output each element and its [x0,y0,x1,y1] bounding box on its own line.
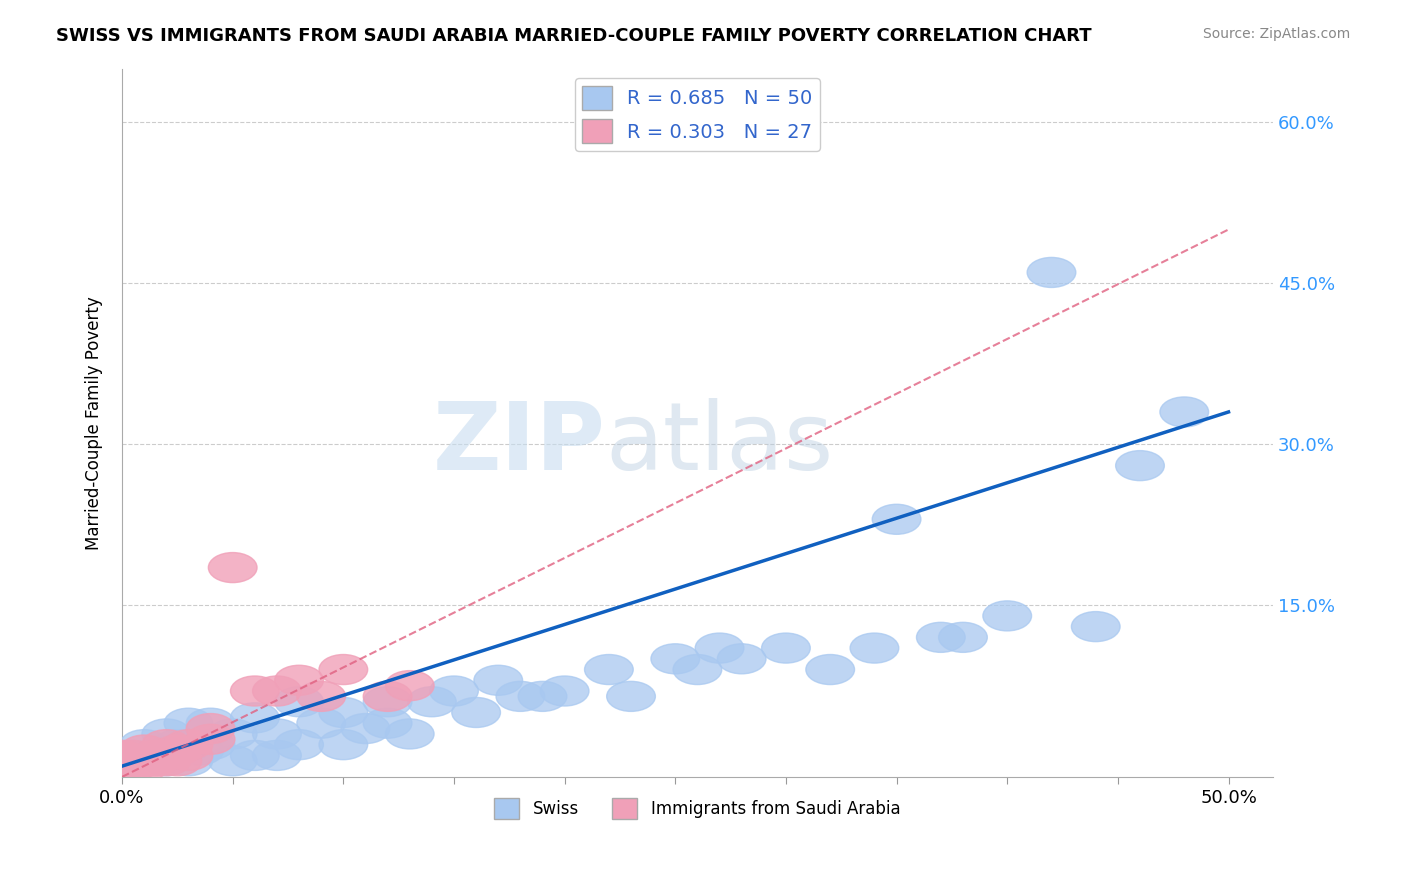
Ellipse shape [153,730,201,760]
Ellipse shape [983,601,1032,631]
Ellipse shape [385,671,434,700]
Ellipse shape [142,746,191,776]
Ellipse shape [231,703,280,733]
Text: Source: ZipAtlas.com: Source: ZipAtlas.com [1202,27,1350,41]
Ellipse shape [120,751,169,781]
Ellipse shape [231,676,280,706]
Ellipse shape [142,730,191,760]
Ellipse shape [1115,450,1164,481]
Ellipse shape [297,708,346,739]
Ellipse shape [165,740,212,771]
Ellipse shape [695,633,744,663]
Ellipse shape [186,708,235,739]
Y-axis label: Married-Couple Family Poverty: Married-Couple Family Poverty [86,296,103,549]
Ellipse shape [540,676,589,706]
Ellipse shape [1160,397,1209,427]
Ellipse shape [108,740,157,771]
Ellipse shape [319,655,368,684]
Legend: Swiss, Immigrants from Saudi Arabia: Swiss, Immigrants from Saudi Arabia [488,791,907,825]
Ellipse shape [165,730,212,760]
Ellipse shape [153,746,201,776]
Ellipse shape [142,719,191,749]
Ellipse shape [451,698,501,728]
Ellipse shape [208,719,257,749]
Ellipse shape [176,735,224,765]
Ellipse shape [585,655,633,684]
Ellipse shape [97,740,146,771]
Ellipse shape [342,714,389,744]
Ellipse shape [363,687,412,717]
Ellipse shape [253,740,301,771]
Ellipse shape [519,681,567,712]
Ellipse shape [274,730,323,760]
Ellipse shape [851,633,898,663]
Ellipse shape [208,552,257,582]
Ellipse shape [186,730,235,760]
Ellipse shape [319,698,368,728]
Ellipse shape [1071,612,1121,641]
Ellipse shape [186,724,235,755]
Ellipse shape [872,504,921,534]
Ellipse shape [673,655,721,684]
Ellipse shape [408,687,456,717]
Ellipse shape [274,687,323,717]
Ellipse shape [153,735,201,765]
Text: SWISS VS IMMIGRANTS FROM SAUDI ARABIA MARRIED-COUPLE FAMILY POVERTY CORRELATION : SWISS VS IMMIGRANTS FROM SAUDI ARABIA MA… [56,27,1092,45]
Ellipse shape [108,740,157,771]
Text: atlas: atlas [606,398,834,490]
Ellipse shape [319,730,368,760]
Ellipse shape [131,746,180,776]
Ellipse shape [363,708,412,739]
Ellipse shape [253,719,301,749]
Ellipse shape [806,655,855,684]
Ellipse shape [762,633,810,663]
Ellipse shape [385,719,434,749]
Ellipse shape [363,681,412,712]
Ellipse shape [208,746,257,776]
Ellipse shape [606,681,655,712]
Ellipse shape [297,681,346,712]
Ellipse shape [651,644,700,673]
Ellipse shape [717,644,766,673]
Ellipse shape [186,714,235,744]
Ellipse shape [97,746,146,776]
Ellipse shape [120,735,169,765]
Ellipse shape [474,665,523,695]
Ellipse shape [108,746,157,776]
Ellipse shape [231,740,280,771]
Ellipse shape [165,746,212,776]
Ellipse shape [108,751,157,781]
Ellipse shape [97,751,146,781]
Text: ZIP: ZIP [433,398,606,490]
Ellipse shape [131,740,180,771]
Ellipse shape [165,708,212,739]
Ellipse shape [496,681,544,712]
Ellipse shape [120,730,169,760]
Ellipse shape [253,676,301,706]
Ellipse shape [131,740,180,771]
Ellipse shape [274,665,323,695]
Ellipse shape [917,623,965,652]
Ellipse shape [939,623,987,652]
Ellipse shape [430,676,478,706]
Ellipse shape [120,746,169,776]
Ellipse shape [1028,258,1076,287]
Ellipse shape [142,746,191,776]
